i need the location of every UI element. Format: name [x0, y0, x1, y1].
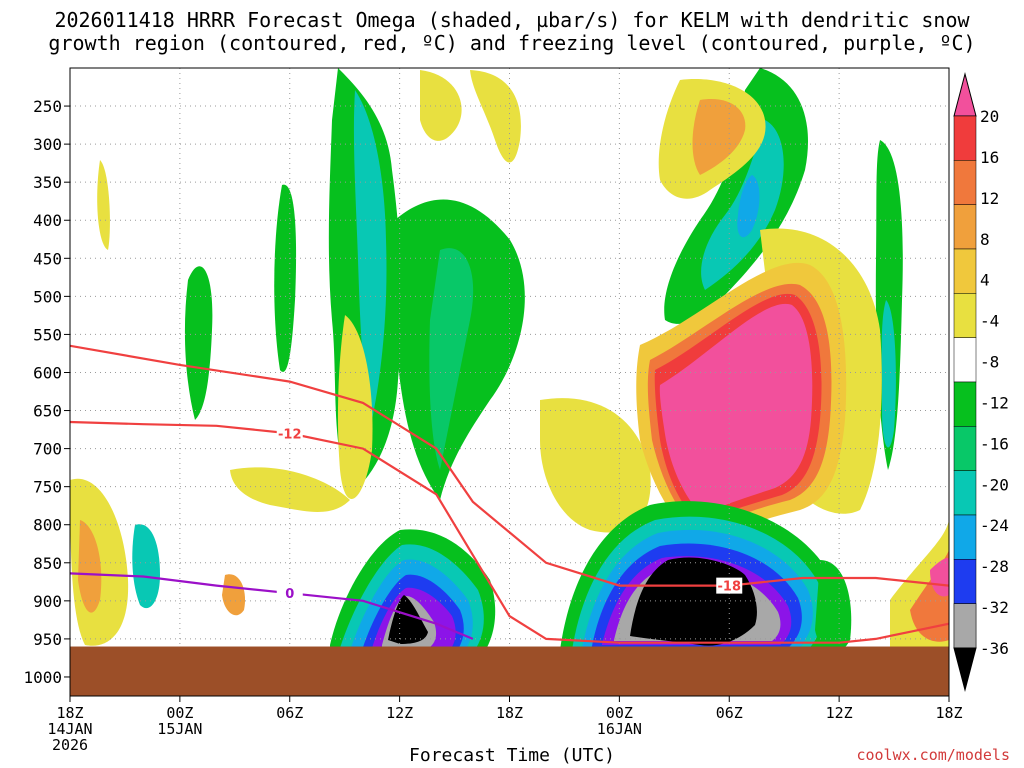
y-tick-label: 500 — [33, 287, 62, 306]
colorbar-segment — [953, 337, 977, 383]
y-axis-ticks: 250 300 350 400 450 500 550 600 650 700 750 800 850 9… — [23, 97, 70, 687]
colorbar-segment — [953, 115, 977, 161]
omega-region-teal-low-far-left — [132, 524, 160, 609]
colorbar-label: -20 — [980, 475, 1009, 494]
y-tick-label: 550 — [33, 325, 62, 344]
colorbar-segment — [953, 381, 977, 427]
y-tick-label: 300 — [33, 135, 62, 154]
dgz-bottom-contour — [70, 420, 949, 644]
ground-surface — [70, 646, 949, 696]
omega-region-orange-low-left-spot — [222, 574, 246, 616]
colorbar-label: 16 — [980, 148, 999, 167]
colorbar-label: -12 — [980, 393, 1009, 412]
x-tick-label: 18Z — [496, 704, 523, 722]
colorbar-segment — [953, 248, 977, 294]
colorbar-segment — [953, 160, 977, 205]
x-tick-label: 06Z — [716, 704, 743, 722]
x-tick-label: 12Z — [826, 704, 853, 722]
omega-region-orange-low-far-left — [78, 520, 102, 613]
dgz-bottom-contour-label-bg — [276, 425, 303, 442]
omega-region-blue-upper-right — [737, 175, 760, 238]
colorbar-segment — [953, 470, 977, 516]
contour-lines: -18 -12 0 — [70, 344, 949, 644]
omega-region-teal-upper-left — [353, 90, 387, 420]
dgz-bottom-contour-label: -12 — [278, 427, 302, 442]
y-tick-label: 800 — [33, 516, 62, 535]
y-tick-label: 450 — [33, 249, 62, 268]
chart-title-line-2: growth region (contoured, red, ºC) and f… — [48, 31, 976, 55]
colorbar: 20 16 12 8 4 -4 -8 -12 -16 -20 -24 -28 -32 -36 — [953, 72, 1009, 692]
y-tick-label: 1000 — [23, 668, 62, 687]
y-tick-label: 950 — [33, 630, 62, 649]
x-tick-label: 16JAN — [597, 720, 642, 738]
colorbar-segment-bottom-arrow — [953, 647, 977, 692]
colorbar-label: 20 — [980, 107, 999, 126]
x-tick-label: 2026 — [52, 736, 88, 754]
x-axis-title: Forecast Time (UTC) — [409, 745, 615, 766]
colorbar-segment-top-arrow — [953, 72, 977, 117]
x-tick-label: 06Z — [276, 704, 303, 722]
chart-title-line-1: 2026011418 HRRR Forecast Omega (shaded, … — [54, 8, 970, 32]
colorbar-label: -32 — [980, 598, 1009, 617]
omega-region-green-left-1 — [184, 266, 213, 420]
omega-region-yellow-left — [97, 160, 110, 250]
colorbar-label: -4 — [980, 312, 999, 331]
colorbar-segment-gray — [953, 603, 977, 649]
omega-region-yellow-upper-center — [470, 70, 521, 163]
omega-region-yellow-mid-center — [540, 398, 651, 533]
omega-region-black-low-left — [388, 595, 428, 644]
colorbar-segment — [953, 514, 977, 560]
credit-text: coolwx.com/models — [856, 746, 1010, 764]
freezing-level-contour-label-bg — [276, 585, 303, 602]
x-tick-label: 00Z — [606, 704, 633, 722]
x-tick-label: 18Z — [935, 704, 962, 722]
x-tick-label: 12Z — [386, 704, 413, 722]
y-tick-label: 400 — [33, 211, 62, 230]
colorbar-label: -36 — [980, 639, 1009, 658]
omega-region-yellow-low-mid — [230, 467, 350, 512]
omega-shading — [70, 68, 949, 660]
x-tick-label: 15JAN — [157, 720, 202, 738]
colorbar-label: -24 — [980, 516, 1009, 535]
colorbar-label: 12 — [980, 189, 999, 208]
colorbar-segment — [953, 559, 977, 604]
dgz-top-contour-label: -18 — [718, 580, 742, 595]
colorbar-label: 8 — [980, 230, 990, 249]
colorbar-segment — [953, 293, 977, 338]
y-tick-label: 250 — [33, 97, 62, 116]
omega-region-green-left-2 — [274, 184, 297, 372]
x-tick-label: 18Z — [56, 704, 83, 722]
y-tick-label: 750 — [33, 478, 62, 497]
colorbar-label: -8 — [980, 353, 999, 372]
y-tick-label: 850 — [33, 554, 62, 573]
omega-region-green-low-right — [815, 560, 852, 653]
freezing-level-contour-label: 0 — [285, 587, 294, 602]
dgz-top-contour-label-bg — [716, 577, 743, 594]
y-tick-label: 900 — [33, 592, 62, 611]
colorbar-label: -16 — [980, 434, 1009, 453]
y-tick-label: 600 — [33, 363, 62, 382]
x-tick-label: 00Z — [166, 704, 193, 722]
y-tick-label: 350 — [33, 173, 62, 192]
omega-region-yellow-upper-left — [420, 70, 462, 141]
x-tick-label: 14JAN — [47, 720, 92, 738]
omega-region-pink-core — [659, 303, 813, 515]
colorbar-label: -28 — [980, 557, 1009, 576]
omega-region-yellow-mid-left — [337, 315, 373, 499]
omega-region-orange-upper-right — [692, 99, 746, 175]
y-tick-label: 650 — [33, 402, 62, 421]
colorbar-segment — [953, 204, 977, 250]
colorbar-label: 4 — [980, 271, 990, 290]
y-tick-label: 700 — [33, 440, 62, 459]
colorbar-segment — [953, 426, 977, 471]
omega-region-teal-upper-mid — [429, 248, 474, 470]
dgz-top-contour — [70, 344, 949, 587]
omega-region-pink-low-right — [930, 558, 949, 597]
